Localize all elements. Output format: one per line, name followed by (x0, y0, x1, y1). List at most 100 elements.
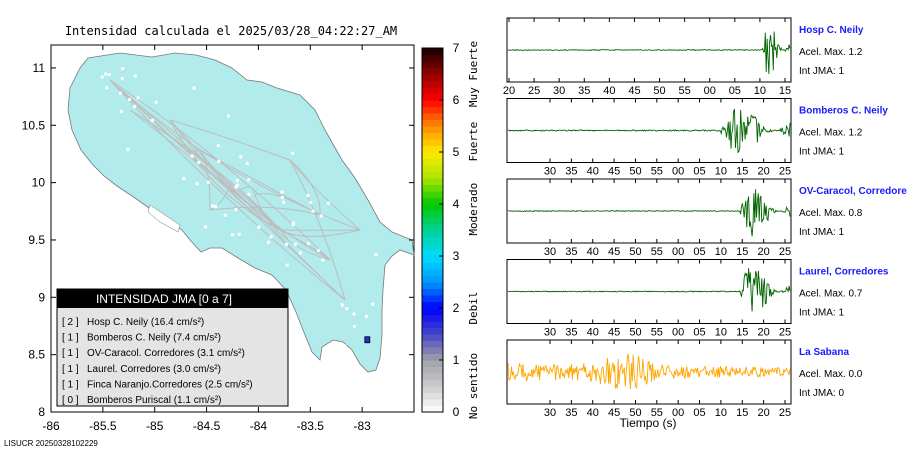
map-x-tick-label: -85.5 (89, 419, 117, 433)
road (279, 229, 289, 239)
waveform-tick-label: 40 (587, 407, 599, 419)
town-marker (119, 91, 123, 95)
colorbar-segment (422, 132, 443, 140)
town-marker (257, 225, 261, 229)
colorbar-segment (422, 165, 443, 172)
waveform-tick-label: 50 (629, 246, 641, 258)
map-x-tick-label: -85 (146, 419, 164, 433)
road (254, 194, 331, 261)
map-x-tick-label: -86 (42, 419, 60, 433)
town-marker (151, 118, 155, 122)
colorbar-segment (422, 48, 443, 55)
waveform-tick-label: 15 (736, 327, 748, 339)
waveform-tick-label: 30 (553, 85, 565, 97)
colorbar-segment (422, 275, 443, 283)
town-marker (280, 195, 284, 199)
road (109, 79, 241, 191)
legend-header (57, 289, 288, 308)
colorbar-segment (422, 347, 443, 354)
legend-item-level: [ 1 ] (62, 379, 79, 390)
waveform-trace (507, 31, 791, 75)
town-marker (343, 344, 347, 348)
waveform-tick-label: 20 (758, 327, 770, 339)
waveform-tick-label: 50 (629, 166, 641, 178)
road (289, 159, 361, 231)
map-y-axis: 8 8.5 9 9.5 10 10.5 11 (22, 61, 414, 419)
waveform-tick-label: 00 (672, 246, 684, 258)
town-marker (192, 86, 196, 90)
colorbar-labels: No sentido Debil Moderado Fuerte Muy Fuerte (467, 41, 480, 419)
waveform-tick-label: 25 (528, 85, 540, 97)
waveform-tick-label: 50 (629, 407, 641, 419)
map-y-tick-label: 8 (38, 405, 45, 419)
legend-item-level: [ 2 ] (62, 317, 79, 328)
town-marker (136, 96, 140, 100)
colorbar-segment (422, 379, 443, 387)
legend-item-text: Laurel. Corredores (3.0 cm/s²) (87, 364, 221, 375)
colorbar-segment (422, 106, 443, 114)
road (289, 159, 346, 301)
colorbar-segment (422, 139, 443, 146)
jma-intensity: Int JMA: 1 (799, 66, 844, 77)
road (109, 79, 331, 261)
waveform-tick-label: 00 (672, 166, 684, 178)
colorbar-segment (422, 405, 443, 413)
waveform-tick-label: 40 (603, 85, 615, 97)
waveform-panels: 20 25 30 35 40 45 50 55 00 05 10 15 Hosp C. Neily Ace… (503, 17, 907, 419)
colorbar-segment (422, 386, 443, 393)
colorbar-segment (422, 119, 443, 127)
waveform-tick-label: 05 (693, 327, 705, 339)
colorbar-segment (422, 373, 443, 380)
town-marker (216, 144, 220, 148)
waveform-tick-label: 10 (715, 407, 727, 419)
colorbar-segment (422, 67, 443, 75)
colorbar-segment (422, 178, 443, 185)
town-marker (267, 240, 271, 244)
colorbar-segment (422, 288, 443, 296)
colorbar-segment (422, 93, 443, 101)
colorbar-tick-label: 6 (453, 93, 460, 107)
waveform-tick-label: 35 (565, 246, 577, 258)
legend-item-level: [ 1 ] (62, 333, 79, 344)
colorbar-segment (422, 184, 443, 192)
map-title: Intensidad calculada el 2025/03/28_04:22… (65, 24, 397, 38)
town-marker (217, 159, 221, 163)
waveform-tick-label: 35 (578, 85, 590, 97)
station-name: Laurel, Corredores (799, 267, 889, 278)
colorbar-segment (422, 327, 443, 335)
intensity-colorbar: 0 1 2 3 4 5 6 7 No sentido Debil Moderado Fuerte Mu… (421, 41, 480, 419)
town-marker (154, 100, 158, 104)
waveform-tick-label: 20 (758, 166, 770, 178)
map-x-tick-label: -83 (353, 419, 371, 433)
jma-intensity: Int JMA: 1 (799, 308, 844, 319)
town-marker (285, 242, 289, 246)
colorbar-segment (422, 113, 443, 120)
waveform-tick-label: 25 (779, 327, 791, 339)
colorbar-tick-label: 3 (453, 249, 460, 263)
town-marker (285, 263, 289, 267)
map-x-tick-label: -84 (250, 419, 268, 433)
colorbar-segment (422, 243, 443, 250)
town-marker (306, 193, 310, 197)
waveform-trace (507, 268, 791, 312)
colorbar-segment (422, 334, 443, 341)
colorbar-segment (422, 54, 443, 62)
road (289, 159, 321, 216)
legend-item-level: [ 1 ] (62, 348, 79, 359)
town-marker (206, 180, 210, 184)
colorbar-segment (422, 158, 443, 166)
town-marker (403, 224, 407, 228)
costa-rica-land (67, 52, 415, 373)
colorbar-tick-label: 1 (453, 353, 460, 367)
waveform-tick-label: 45 (608, 246, 620, 258)
legend-title: INTENSIDAD JMA [0 a 7] (96, 292, 232, 306)
time-axis-label: Tiempo (s) (620, 416, 677, 430)
town-marker (195, 182, 199, 186)
town-marker (105, 86, 109, 90)
waveform-tick-label: 45 (608, 407, 620, 419)
jma-intensity: Int JMA: 1 (799, 147, 844, 158)
road (209, 206, 321, 216)
town-marker (234, 185, 238, 189)
legend-item-level: [ 1 ] (62, 364, 79, 375)
intensity-legend: INTENSIDAD JMA [0 a 7] [ 2 ] Hosp C. Neil… (56, 288, 289, 407)
